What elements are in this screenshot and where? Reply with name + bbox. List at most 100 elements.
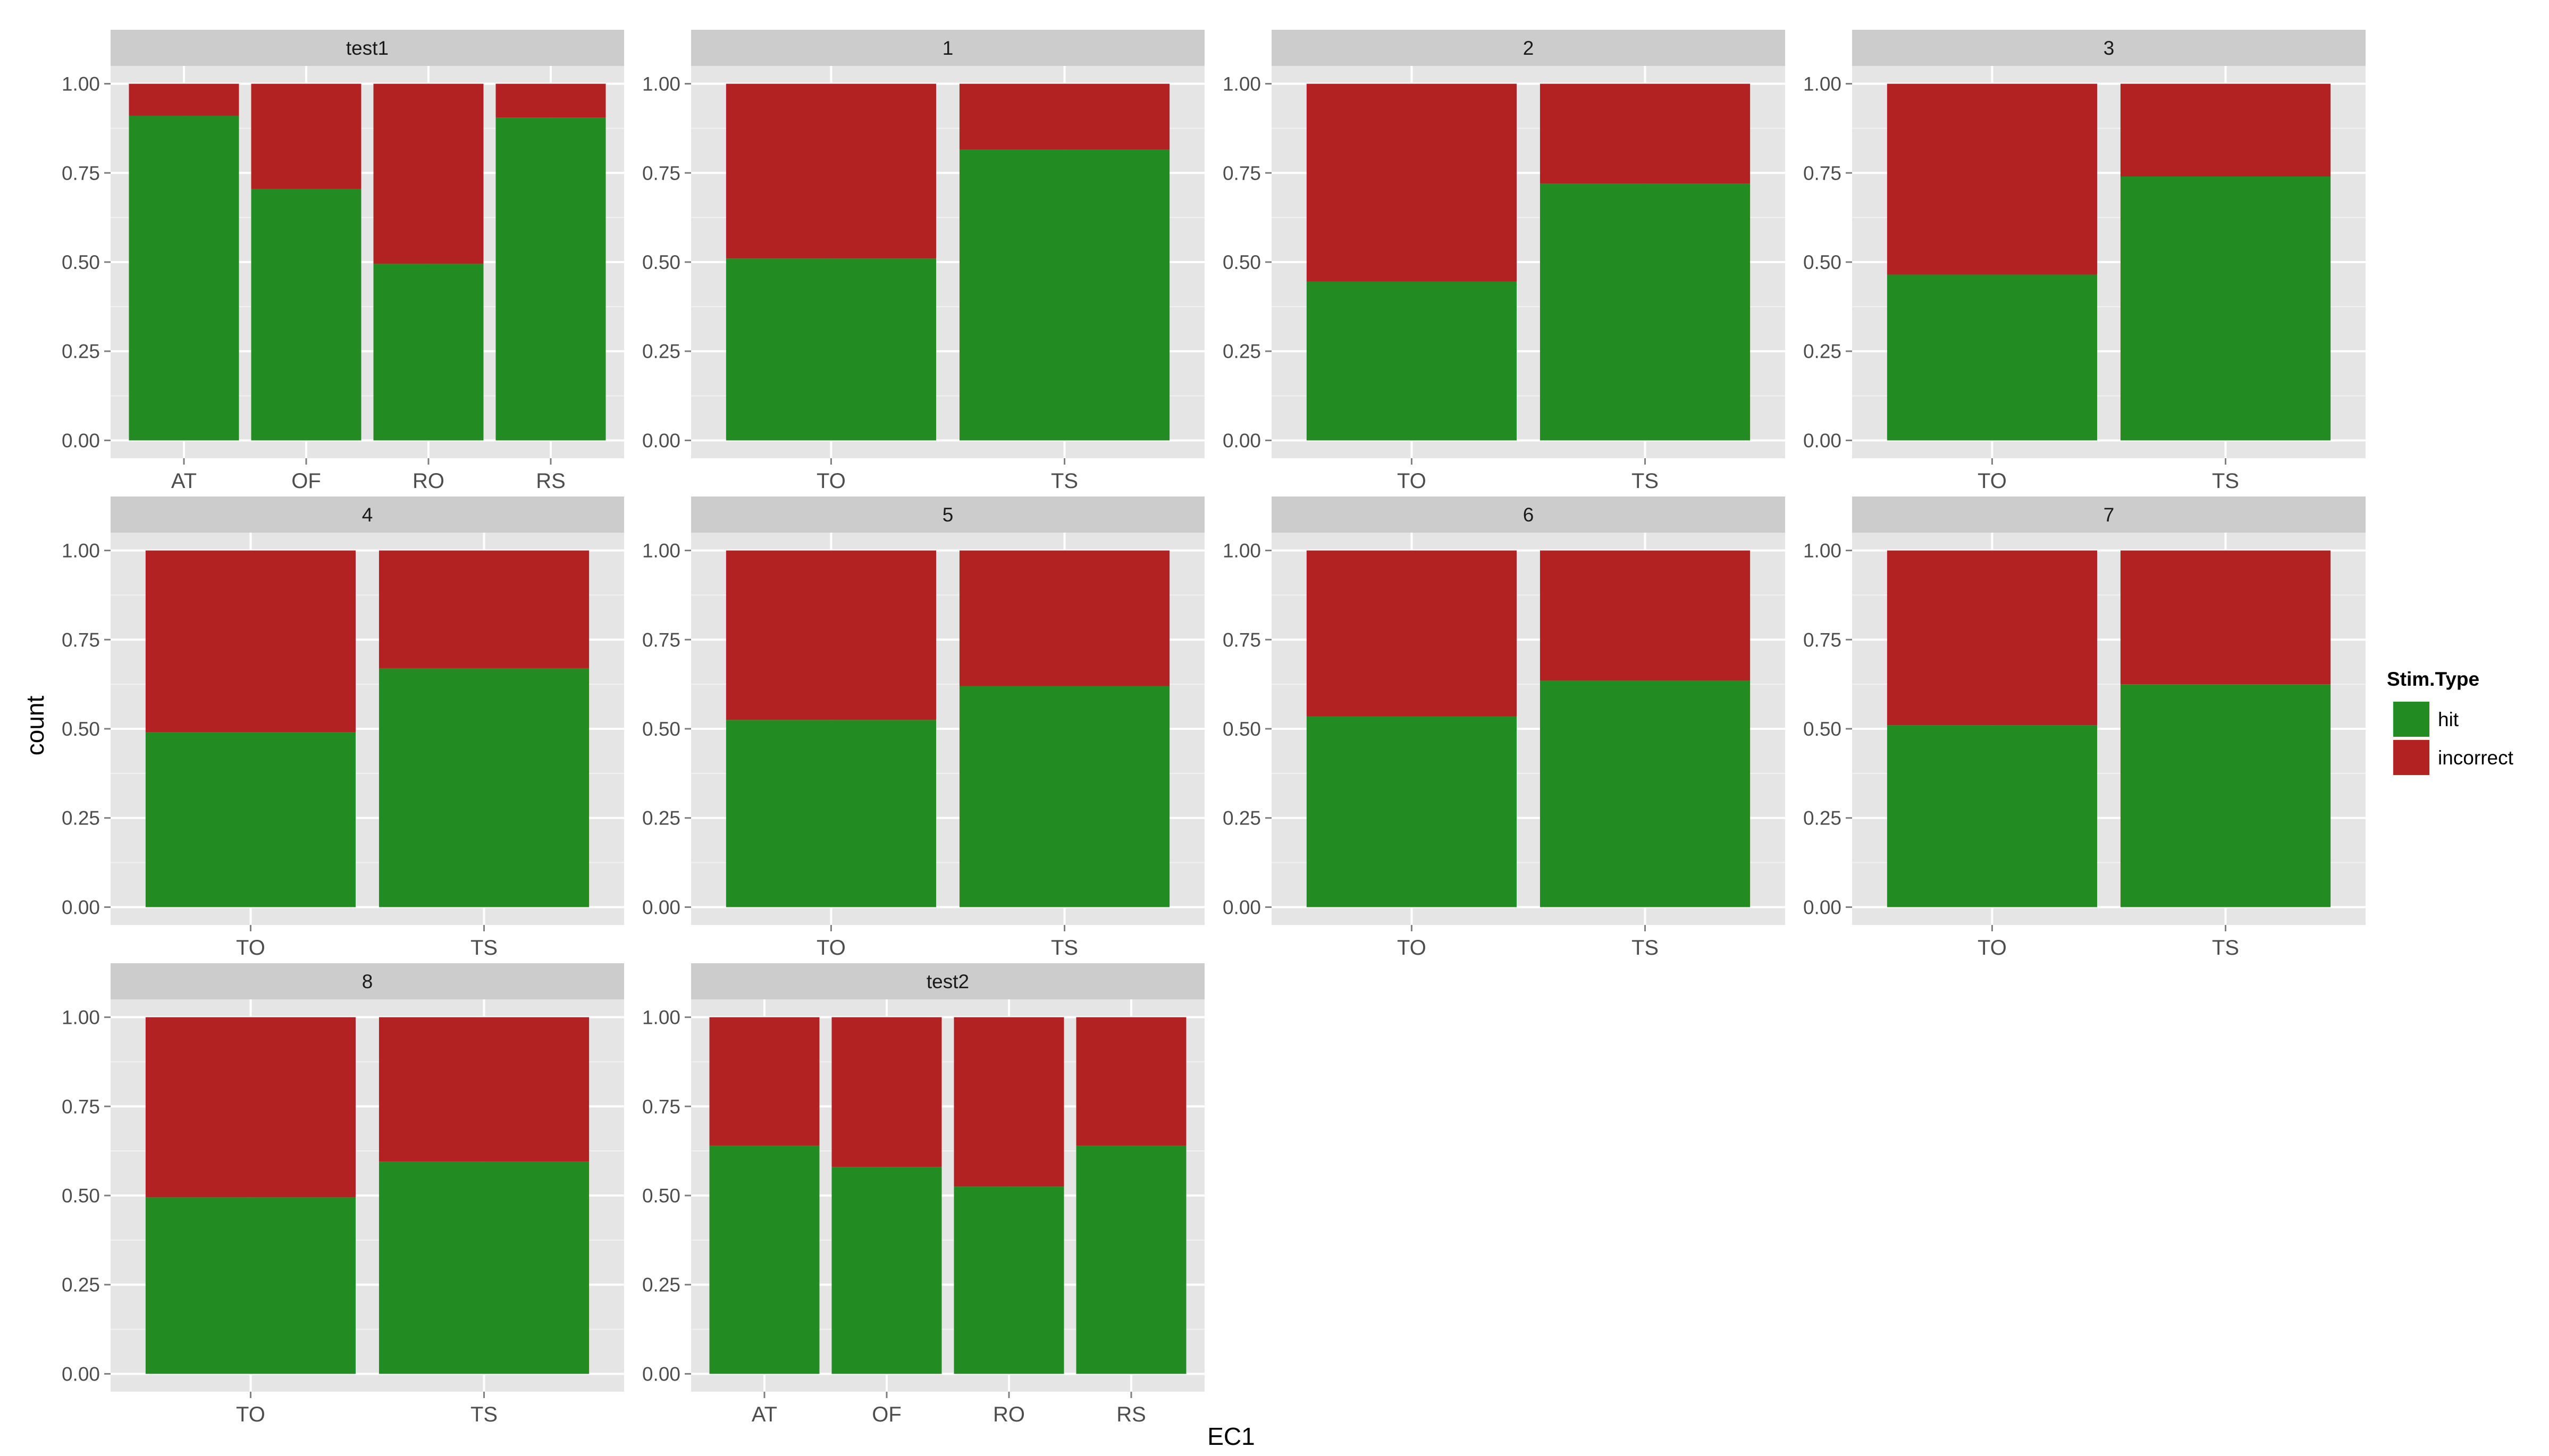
strip-1 <box>691 30 1205 66</box>
y-tick-label: 0.50 <box>642 251 680 273</box>
strip-label-3: 3 <box>2104 37 2115 59</box>
bar-3-ts-incorrect <box>2120 83 2331 176</box>
bar-test2-of-hit <box>831 1167 942 1374</box>
legend-key-incorrect <box>2393 740 2429 775</box>
x-tick-label-ro: RO <box>993 1403 1025 1426</box>
bar-1-to-hit <box>726 258 937 441</box>
strip-test1 <box>111 30 624 66</box>
y-tick-label: 0.75 <box>1223 629 1261 651</box>
bar-6-ts-hit <box>1540 680 1751 907</box>
strip-label-2: 2 <box>1523 37 1534 59</box>
strip-8 <box>111 963 624 999</box>
strip-2 <box>1272 30 1785 66</box>
panel-7: 7 0.00 0.25 0.50 0.75 1.00 TO TS <box>1803 496 2366 960</box>
bar-test2-at-hit <box>709 1146 820 1374</box>
legend-items: hit incorrect <box>2392 701 2514 776</box>
strip-7 <box>1852 496 2366 533</box>
panel-8: 8 0.00 0.25 0.50 0.75 1.00 TO TS <box>62 963 624 1426</box>
bar-2-to-hit <box>1306 281 1517 441</box>
y-tick-label: 0.00 <box>642 430 680 451</box>
y-tick-label: 1.00 <box>62 73 100 95</box>
bar-5-ts-hit <box>959 686 1170 907</box>
legend-label-incorrect: incorrect <box>2438 747 2514 769</box>
y-tick-label: 0.00 <box>62 896 100 918</box>
panel-3: 3 0.00 0.25 0.50 0.75 1.00 TO TS <box>1803 30 2366 493</box>
strip-label-6: 6 <box>1523 504 1534 526</box>
y-tick-label: 0.50 <box>62 718 100 740</box>
panel-6: 6 0.00 0.25 0.50 0.75 1.00 TO TS <box>1223 496 1785 960</box>
y-tick-label: 0.00 <box>1803 430 1841 451</box>
strip-6 <box>1272 496 1785 533</box>
bar-8-ts-incorrect <box>378 1017 590 1162</box>
y-tick-label: 0.25 <box>62 1274 100 1296</box>
x-tick-label-at: AT <box>171 469 197 493</box>
y-tick-label: 0.00 <box>1223 896 1261 918</box>
y-tick-label: 0.75 <box>642 629 680 651</box>
y-axis-title: count <box>21 696 49 756</box>
y-tick-label: 0.75 <box>1223 162 1261 184</box>
x-tick-label-ts: TS <box>1051 469 1078 493</box>
x-tick-label-at: AT <box>752 1403 777 1426</box>
strip-label-7: 7 <box>2104 504 2115 526</box>
bar-test1-ro-hit <box>373 264 484 441</box>
bar-2-ts-hit <box>1540 183 1751 441</box>
bar-test1-ro-incorrect <box>373 83 484 264</box>
panel-test1: test1 0.00 0.25 0.50 0.75 1.00 AT OF RO RS <box>62 30 624 493</box>
y-tick-label: 0.25 <box>1223 807 1261 829</box>
y-tick-label: 0.00 <box>1803 896 1841 918</box>
bar-test2-ro-incorrect <box>954 1017 1064 1187</box>
x-tick-label-ts: TS <box>1631 469 1659 493</box>
y-tick-label: 0.75 <box>62 629 100 651</box>
panel-2: 2 0.00 0.25 0.50 0.75 1.00 TO TS <box>1223 30 1785 493</box>
x-tick-label-to: TO <box>1978 936 2007 960</box>
x-tick-label-rs: RS <box>1116 1403 1146 1426</box>
y-tick-label: 0.75 <box>62 1096 100 1117</box>
x-tick-label-ts: TS <box>1051 936 1078 960</box>
y-tick-label: 1.00 <box>1223 73 1261 95</box>
y-tick-label: 1.00 <box>642 73 680 95</box>
y-tick-label: 0.50 <box>62 251 100 273</box>
y-tick-label: 0.00 <box>62 430 100 451</box>
x-tick-label-to: TO <box>1397 469 1426 493</box>
bar-7-to-hit <box>1887 725 2098 907</box>
y-tick-label: 1.00 <box>642 1007 680 1029</box>
y-tick-label: 0.25 <box>1803 807 1841 829</box>
y-tick-label: 0.25 <box>62 807 100 829</box>
bar-1-ts-hit <box>959 149 1170 441</box>
x-tick-label-ro: RO <box>413 469 444 493</box>
bar-6-to-incorrect <box>1306 550 1517 717</box>
y-tick-label: 1.00 <box>1223 540 1261 562</box>
x-tick-label-of: OF <box>872 1403 902 1426</box>
y-tick-label: 0.50 <box>1223 251 1261 273</box>
x-tick-label-to: TO <box>1397 936 1426 960</box>
strip-label-test2: test2 <box>927 971 969 992</box>
bar-test2-rs-hit <box>1076 1146 1187 1374</box>
bar-3-to-incorrect <box>1887 83 2098 275</box>
strip-label-test1: test1 <box>346 37 389 59</box>
bar-7-ts-incorrect <box>2120 550 2331 685</box>
y-tick-label: 0.50 <box>1803 718 1841 740</box>
legend-key-hit <box>2393 702 2429 737</box>
x-tick-label-ts: TS <box>470 1403 498 1426</box>
strip-4 <box>111 496 624 533</box>
legend-title: Stim.Type <box>2387 668 2479 690</box>
strip-label-4: 4 <box>362 504 373 526</box>
bar-test2-of-incorrect <box>831 1017 942 1167</box>
panel-5: 5 0.00 0.25 0.50 0.75 1.00 TO TS <box>642 496 1205 960</box>
y-tick-label: 0.50 <box>62 1185 100 1207</box>
y-tick-label: 0.25 <box>642 1274 680 1296</box>
y-tick-label: 0.50 <box>642 1185 680 1207</box>
bar-8-ts-hit <box>378 1162 590 1374</box>
strip-label-1: 1 <box>943 37 954 59</box>
x-tick-label-ts: TS <box>470 936 498 960</box>
bar-8-to-incorrect <box>145 1017 356 1198</box>
bar-8-to-hit <box>145 1197 356 1374</box>
y-tick-label: 0.75 <box>1803 162 1841 184</box>
y-tick-label: 0.25 <box>62 341 100 363</box>
y-tick-label: 0.50 <box>642 718 680 740</box>
bar-3-ts-hit <box>2120 176 2331 441</box>
y-tick-label: 0.50 <box>1803 251 1841 273</box>
x-axis-title: EC1 <box>1207 1423 1255 1450</box>
panel-4: 4 0.00 0.25 0.50 0.75 1.00 TO TS <box>62 496 624 960</box>
y-tick-label: 0.25 <box>1223 341 1261 363</box>
